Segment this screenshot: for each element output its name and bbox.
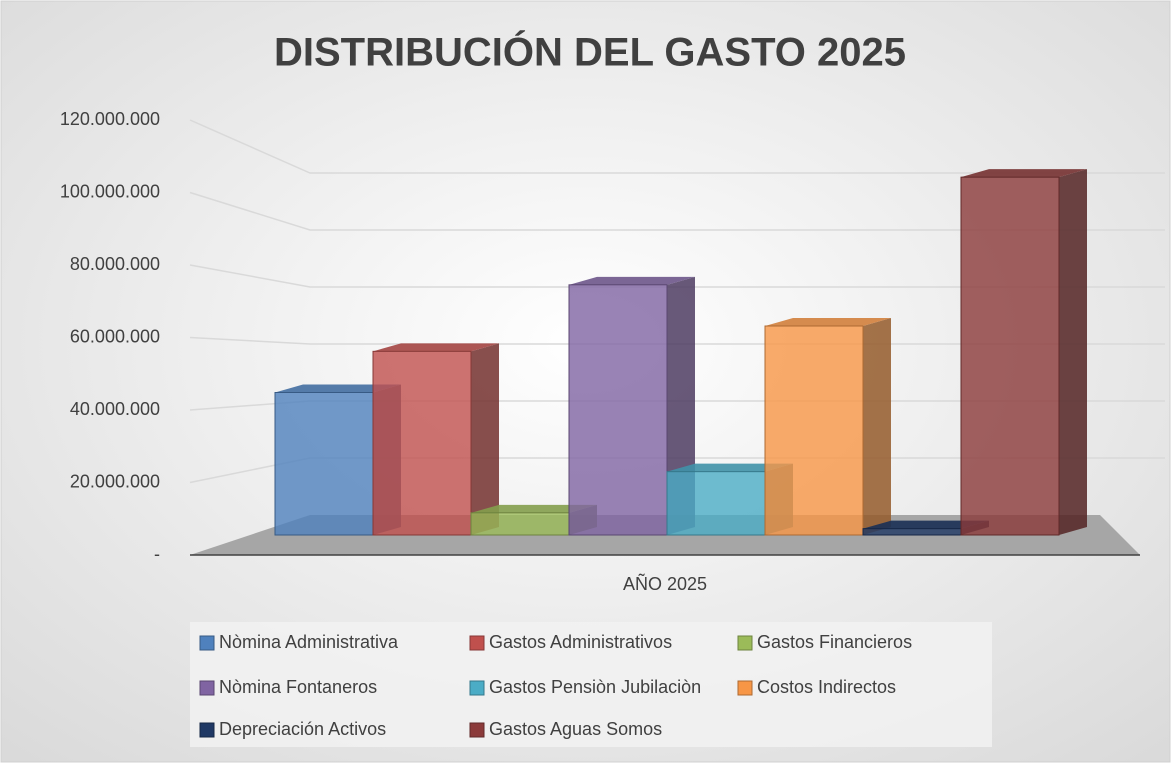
grid-line (189, 119, 1165, 174)
legend-label: Gastos Pensiòn Jubilaciòn (489, 677, 701, 697)
bar (862, 528, 962, 536)
legend-label: Nòmina Fontaneros (219, 677, 377, 697)
legend-swatch (737, 635, 753, 651)
legend-swatch (199, 680, 215, 696)
y-tick-label: 120.000.000 (60, 109, 160, 129)
bar-side (1059, 169, 1087, 535)
bar (470, 512, 570, 536)
y-tick-label: 60.000.000 (70, 326, 160, 346)
chart-title: DISTRIBUCIÓN DEL GASTO 2025 (274, 29, 906, 75)
bar-top (961, 169, 1087, 178)
legend-swatch (469, 722, 485, 738)
bar (764, 325, 864, 536)
y-tick-label: - (154, 544, 160, 564)
legend-label: Gastos Administrativos (489, 632, 672, 652)
legend-swatch (469, 680, 485, 696)
bar (960, 176, 1060, 536)
grid-line (189, 264, 1165, 288)
bar-top (373, 343, 499, 352)
legend-box (190, 622, 992, 747)
bar (666, 471, 766, 536)
bar (568, 284, 668, 536)
grid-line (189, 191, 1165, 231)
bar-top (765, 318, 891, 326)
legend-swatch (199, 635, 215, 651)
legend-label: Depreciación Activos (219, 719, 386, 739)
x-tick-label: AÑO 2025 (623, 573, 707, 594)
legend-swatch (469, 635, 485, 651)
legend-swatch (737, 680, 753, 696)
bar-top (667, 463, 793, 472)
y-tick-label: 20.000.000 (70, 471, 160, 491)
bar-top (863, 520, 989, 529)
legend-label: Nòmina Administrativa (219, 632, 399, 652)
bar (372, 350, 472, 536)
bar-top (471, 504, 597, 513)
bar-side (863, 318, 891, 535)
bar (274, 392, 374, 536)
y-tick-label: 40.000.000 (70, 399, 160, 419)
bar-top (275, 384, 401, 393)
legend-swatch (199, 722, 215, 738)
legend-label: Costos Indirectos (757, 677, 896, 697)
legend-label: Gastos Aguas Somos (489, 719, 662, 739)
y-tick-label: 80.000.000 (70, 254, 160, 274)
y-tick-label: 100.000.000 (60, 181, 160, 201)
bar-side (471, 343, 499, 535)
bar-top (569, 276, 695, 285)
legend-label: Gastos Financieros (757, 632, 912, 652)
